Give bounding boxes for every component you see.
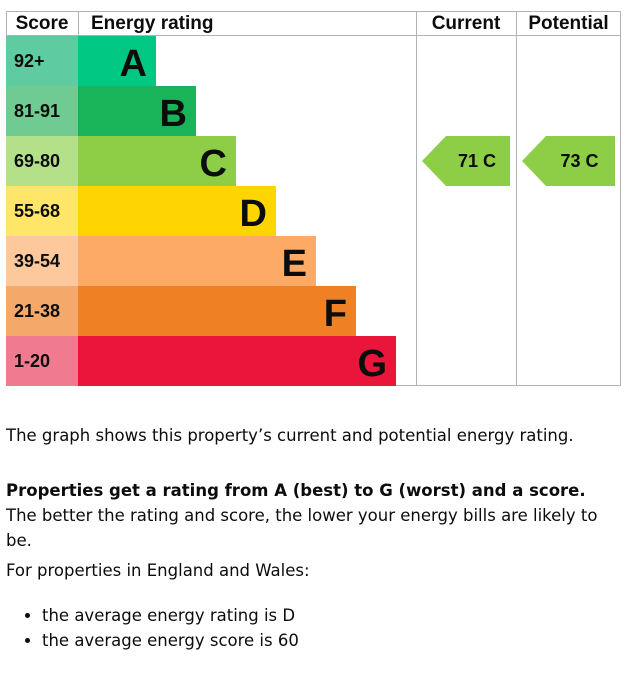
rating-letter-a: A: [120, 43, 147, 85]
header-energy-rating: Energy rating: [91, 13, 213, 34]
rating-explanation-rest: The better the rating and score, the low…: [6, 506, 598, 550]
score-cell-d: [6, 186, 78, 236]
rating-bands: 92+ A 81-91 B 69-80 C 55-68 D 39-54 E 21-38 F 1-20 G: [6, 36, 396, 386]
score-cell-f: [6, 286, 78, 336]
england-wales-intro: For properties in England and Wales:: [6, 558, 621, 583]
graph-description-text: The graph shows this property’s current …: [6, 426, 574, 445]
list-item: the average energy rating is D: [42, 603, 299, 628]
chart-headers: Score Energy rating Current Potential: [16, 13, 609, 34]
rating-bar-e: [78, 236, 316, 286]
rating-explanation: Properties get a rating from A (best) to…: [6, 478, 621, 553]
rating-bar-d: [78, 186, 276, 236]
rating-explanation-bold: Properties get a rating from A (best) to…: [6, 481, 586, 500]
potential-rating-label: 73 C: [560, 151, 598, 171]
list-item: the average energy score is 60: [42, 628, 299, 653]
potential-arrow: [522, 136, 615, 186]
current-rating-label: 71 C: [458, 151, 496, 171]
score-cell-c: [6, 136, 78, 186]
rating-letter-d: D: [240, 193, 267, 235]
score-range-e: 39-54: [14, 251, 60, 271]
energy-rating-chart: Score Energy rating Current Potential 92+ A 8…: [6, 11, 621, 386]
rating-letter-f: F: [324, 293, 347, 335]
rating-arrows: 71 C 73 C: [422, 136, 615, 186]
score-cell-a: [6, 36, 78, 86]
england-wales-intro-text: For properties in England and Wales:: [6, 561, 310, 580]
graph-description: The graph shows this property’s current …: [6, 423, 621, 448]
score-range-g: 1-20: [14, 351, 50, 371]
header-current: Current: [432, 13, 501, 34]
score-range-d: 55-68: [14, 201, 60, 221]
score-range-f: 21-38: [14, 301, 60, 321]
score-cell-e: [6, 236, 78, 286]
header-potential: Potential: [528, 13, 608, 34]
rating-bar-f: [78, 286, 356, 336]
rating-letter-b: B: [160, 93, 187, 135]
score-range-a: 92+: [14, 51, 45, 71]
rating-letter-g: G: [357, 343, 387, 385]
score-cell-g: [6, 336, 78, 386]
score-cell-b: [6, 86, 78, 136]
current-arrow: [422, 136, 510, 186]
score-range-c: 69-80: [14, 151, 60, 171]
header-score: Score: [16, 13, 69, 34]
score-range-b: 81-91: [14, 101, 60, 121]
rating-bar-g: [78, 336, 396, 386]
rating-bar-a: [78, 36, 156, 86]
rating-bar-b: [78, 86, 196, 136]
rating-letter-e: E: [282, 243, 307, 285]
rating-letter-c: C: [200, 143, 227, 185]
rating-explanation-paragraph: Properties get a rating from A (best) to…: [6, 478, 621, 553]
rating-bar-c: [78, 136, 236, 186]
average-list: the average energy rating is D the avera…: [18, 603, 299, 653]
